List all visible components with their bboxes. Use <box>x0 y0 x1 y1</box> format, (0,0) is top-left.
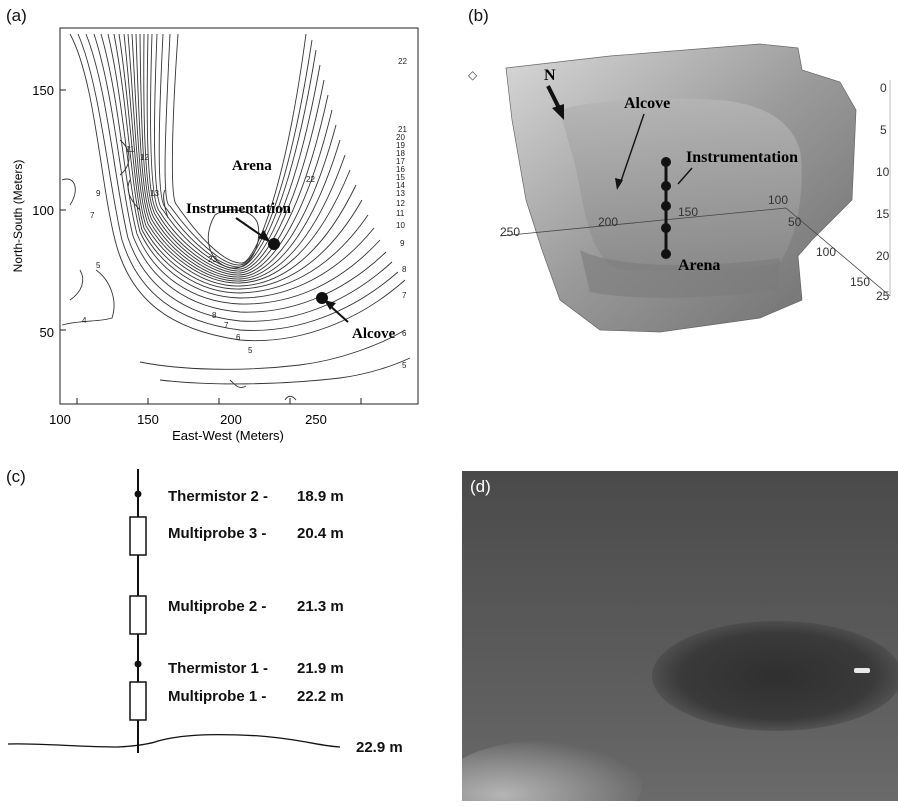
svg-text:8: 8 <box>402 265 407 274</box>
panel-c-label: (c) <box>6 467 26 486</box>
north-label: N <box>544 67 556 84</box>
depth-tick: 10 <box>876 165 890 179</box>
instrumentation-marker <box>268 238 280 250</box>
arena-label: Arena <box>678 257 720 274</box>
y-tick-label: 150 <box>32 83 54 98</box>
x-tick-label: 150 <box>137 412 159 427</box>
thermistor-2-marker <box>134 490 142 498</box>
arena-label: Arena <box>232 158 272 174</box>
x-tick-label: 250 <box>305 412 327 427</box>
thermistor-2-name: Thermistor 2 - <box>168 488 268 505</box>
svg-text:5: 5 <box>402 361 407 370</box>
x-tick-label: 200 <box>220 412 242 427</box>
multiprobe-3-name: Multiprobe 3 - <box>168 525 266 542</box>
y-axis-label: North-South (Meters) <box>11 160 25 273</box>
svg-text:18: 18 <box>396 149 405 158</box>
ew-tick: 150 <box>678 205 698 219</box>
svg-text:16: 16 <box>396 165 405 174</box>
multiprobe-1-depth: 22.2 m <box>297 688 344 705</box>
thermistor-1-name: Thermistor 1 - <box>168 660 268 677</box>
panel-c: (c) Thermistor 2 - 18.9 m Multiprobe 3 -… <box>0 455 450 801</box>
svg-text:10: 10 <box>396 221 405 230</box>
svg-text:13: 13 <box>396 189 405 198</box>
multiprobe-1-name: Multiprobe 1 - <box>168 688 266 705</box>
plot-frame <box>59 27 419 405</box>
x-tick-label: 100 <box>49 412 71 427</box>
depth-tick: 15 <box>876 207 890 221</box>
svg-text:7: 7 <box>224 321 229 330</box>
svg-text:12: 12 <box>140 153 149 162</box>
lake-bottom-line <box>7 733 341 748</box>
multiprobe-2-depth: 21.3 m <box>297 598 344 615</box>
svg-text:11: 11 <box>126 145 135 154</box>
x-axis-label: East-West (Meters) <box>172 428 284 443</box>
panel-d-photo: (d) <box>462 471 898 801</box>
multiprobe-3-marker <box>129 516 147 556</box>
panel-b: (b) ◇ 250 200 150 100 50 100 150 <box>460 0 898 445</box>
origin-marker: ◇ <box>468 68 478 82</box>
svg-text:5: 5 <box>248 346 253 355</box>
svg-text:21: 21 <box>398 125 407 134</box>
dark-depression <box>652 621 898 731</box>
depth-tick: 20 <box>876 249 890 263</box>
panel-a: (a) 100 150 200 250 East-West (Meters) 5… <box>0 0 440 445</box>
svg-text:15: 15 <box>396 173 405 182</box>
boat-marker <box>854 668 870 673</box>
panel-d-label: (d) <box>470 477 491 496</box>
contour-map: 100 150 200 250 East-West (Meters) 50 10… <box>11 27 419 443</box>
svg-text:9: 9 <box>400 239 405 248</box>
alcove-label: Alcove <box>624 95 670 112</box>
depth-tick: 5 <box>880 123 887 137</box>
ew-tick: 100 <box>768 193 788 207</box>
svg-text:23: 23 <box>208 255 217 264</box>
svg-text:6: 6 <box>236 333 241 342</box>
ns-tick: 50 <box>788 215 802 229</box>
mooring-diagram: Thermistor 2 - 18.9 m Multiprobe 3 - 20.… <box>7 469 403 756</box>
svg-text:19: 19 <box>396 141 405 150</box>
instrumentation-label: Instrumentation <box>686 149 798 166</box>
multiprobe-3-depth: 20.4 m <box>297 525 344 542</box>
multiprobe-1-marker <box>129 681 147 721</box>
svg-text:11: 11 <box>396 209 405 218</box>
y-tick-label: 50 <box>40 325 54 340</box>
multiprobe-2-marker <box>129 595 147 635</box>
bottom-depth: 22.9 m <box>356 739 403 756</box>
depth-tick: 0 <box>880 81 887 95</box>
thermistor-2-depth: 18.9 m <box>297 488 344 505</box>
multiprobe-2-name: Multiprobe 2 - <box>168 598 266 615</box>
contour-number-labels: 22 21 20 19 18 17 16 15 14 13 12 11 10 9… <box>82 57 407 370</box>
svg-text:17: 17 <box>396 157 405 166</box>
svg-text:6: 6 <box>402 329 407 338</box>
svg-text:22: 22 <box>306 175 315 184</box>
panel-b-label: (b) <box>468 6 489 25</box>
panel-a-label: (a) <box>6 6 27 25</box>
contour-lines <box>61 33 411 401</box>
svg-text:20: 20 <box>396 133 405 142</box>
svg-text:9: 9 <box>96 189 101 198</box>
bathymetry-3d: ◇ 250 200 150 100 50 100 150 0 5 10 15 2… <box>468 43 891 333</box>
svg-text:14: 14 <box>396 181 405 190</box>
thermistor-1-depth: 21.9 m <box>297 660 344 677</box>
svg-text:7: 7 <box>90 211 95 220</box>
svg-text:7: 7 <box>402 291 407 300</box>
svg-text:8: 8 <box>212 311 217 320</box>
y-tick-label: 100 <box>32 203 54 218</box>
svg-text:4: 4 <box>82 316 87 325</box>
instrumentation-label: Instrumentation <box>186 201 292 217</box>
depth-tick: 25 <box>876 289 890 303</box>
svg-text:22: 22 <box>398 57 407 66</box>
svg-text:12: 12 <box>396 199 405 208</box>
svg-text:13: 13 <box>150 189 159 198</box>
svg-text:5: 5 <box>96 261 101 270</box>
alcove-label: Alcove <box>352 326 396 342</box>
ew-tick: 250 <box>500 225 520 239</box>
sensor-markers <box>661 157 671 259</box>
light-shoreline <box>462 741 642 801</box>
ns-tick: 100 <box>816 245 836 259</box>
thermistor-1-marker <box>134 660 142 668</box>
ew-tick: 200 <box>598 215 618 229</box>
ns-tick: 150 <box>850 275 870 289</box>
